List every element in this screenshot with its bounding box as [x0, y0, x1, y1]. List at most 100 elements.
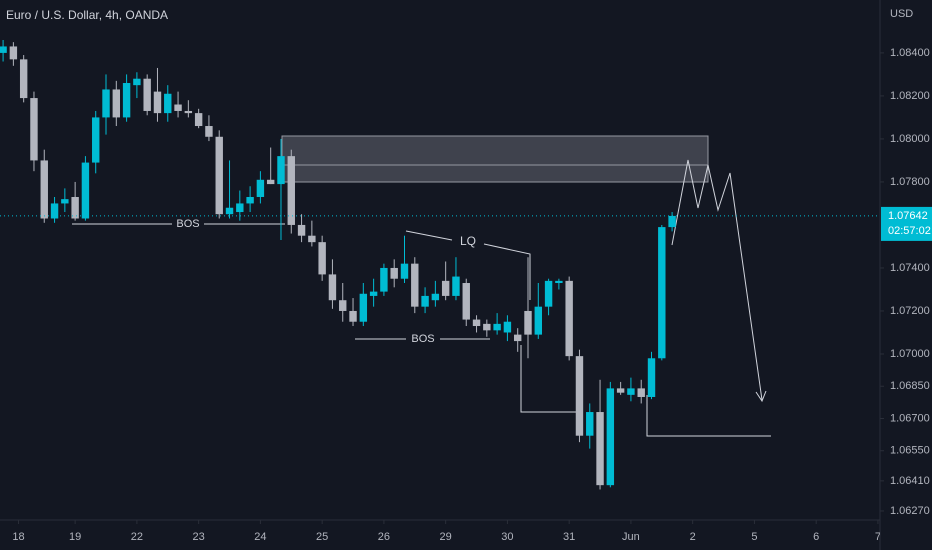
candle-body: [9, 46, 18, 60]
annotation: BOS: [411, 333, 434, 345]
x-tick-label: 2: [690, 531, 696, 543]
candle-body: [431, 293, 440, 301]
candle-body: [349, 310, 357, 322]
candle-body: [503, 321, 512, 333]
candle-body: [40, 160, 48, 219]
chart-title: Euro / U.S. Dollar, 4h, OANDA: [6, 8, 168, 22]
candle-body: [164, 93, 172, 114]
candle-body: [297, 224, 306, 236]
candle-body: [452, 276, 460, 296]
candle-body: [92, 117, 100, 163]
candle-body: [369, 291, 378, 296]
candle-body: [359, 293, 368, 322]
candle-body: [555, 280, 563, 284]
x-tick-label: 31: [563, 531, 575, 543]
y-tick-label: 1.06700: [890, 412, 930, 424]
x-tick-label: 23: [193, 531, 205, 543]
candle-body: [153, 91, 162, 114]
candle-body: [637, 388, 645, 397]
x-tick-label: 19: [69, 531, 81, 543]
candle-body: [246, 196, 254, 204]
candle-body: [472, 319, 481, 327]
annotation: LQ: [460, 234, 476, 248]
candle-body: [493, 323, 501, 331]
candle-body: [339, 300, 347, 311]
countdown-label: 02:57:02: [888, 225, 931, 237]
candle-body: [0, 46, 7, 53]
candle-body: [225, 207, 234, 215]
drawings: [72, 135, 771, 437]
candle-body: [400, 263, 409, 279]
candle-body: [616, 388, 625, 393]
x-tick-label: 6: [813, 531, 819, 543]
candle-body: [102, 89, 110, 118]
candle-body: [133, 78, 141, 86]
candle-body: [390, 267, 398, 279]
lq-line: [405, 230, 453, 241]
low-line: [520, 345, 580, 413]
candle-body: [586, 412, 594, 436]
y-tick-label: 1.08400: [890, 47, 930, 59]
candle-body: [61, 199, 69, 204]
candle-body: [30, 98, 38, 161]
supply-zone: [281, 135, 709, 183]
candle-body: [411, 263, 419, 307]
y-tick-label: 1.08000: [890, 133, 930, 145]
candle-body: [483, 323, 491, 331]
current-price-label: 1.07642: [888, 210, 928, 222]
y-tick-label: 1.07800: [890, 176, 930, 188]
candle-body: [462, 283, 470, 320]
y-tick-label: 1.06270: [890, 505, 930, 517]
candle-body: [647, 358, 656, 397]
candle-body: [174, 104, 182, 111]
x-tick-label: 18: [12, 531, 24, 543]
candle-body: [277, 156, 285, 185]
candle-body: [205, 126, 213, 137]
candle-body: [524, 310, 532, 335]
candle-body: [236, 203, 244, 213]
price-tag: [881, 206, 932, 241]
lq-line: [483, 243, 531, 300]
low-line: [646, 395, 771, 437]
candle-body: [122, 83, 131, 118]
x-tick-label: 26: [378, 531, 390, 543]
x-tick-label: 24: [254, 531, 266, 543]
x-tick-label: 30: [501, 531, 513, 543]
currency-label: USD: [890, 8, 913, 20]
y-tick-label: 1.07200: [890, 305, 930, 317]
candle-body: [184, 110, 193, 114]
plot: 18 19 22 23 24 25 26 29 30 31 Jun 2 5 6 7: [0, 40, 881, 543]
projection-path: [671, 159, 763, 401]
x-tick-label: 7: [875, 531, 881, 543]
candle-body: [194, 113, 203, 127]
candle-body: [421, 295, 429, 307]
candle-body: [514, 334, 522, 342]
candle-body: [81, 162, 90, 219]
projection-arrow: [755, 390, 767, 403]
candle-body: [596, 412, 604, 486]
y-tick-label: 1.06410: [890, 475, 930, 487]
candle-body: [287, 156, 295, 225]
x-tick-label: 25: [316, 531, 328, 543]
candle-body: [380, 267, 388, 292]
y-tick-label: 1.07400: [890, 262, 930, 274]
x-tick-label: 29: [440, 531, 452, 543]
x-tick-label: 22: [131, 531, 143, 543]
candle-body: [215, 136, 223, 215]
candle-body: [627, 388, 635, 395]
candle-body: [143, 78, 151, 111]
candle-body: [658, 227, 666, 359]
candle-body: [441, 280, 450, 296]
candle-body: [19, 59, 28, 99]
candle-body: [668, 215, 676, 228]
candle-body: [606, 388, 615, 486]
candle-body: [256, 179, 265, 197]
candle-body: [575, 356, 584, 436]
y-tick-label: 1.06850: [890, 380, 930, 392]
candle-body: [328, 274, 337, 301]
candle-body: [534, 306, 542, 335]
candle-body: [544, 280, 553, 307]
y-tick-label: 1.08200: [890, 90, 930, 102]
x-tick-label: Jun: [622, 531, 640, 543]
